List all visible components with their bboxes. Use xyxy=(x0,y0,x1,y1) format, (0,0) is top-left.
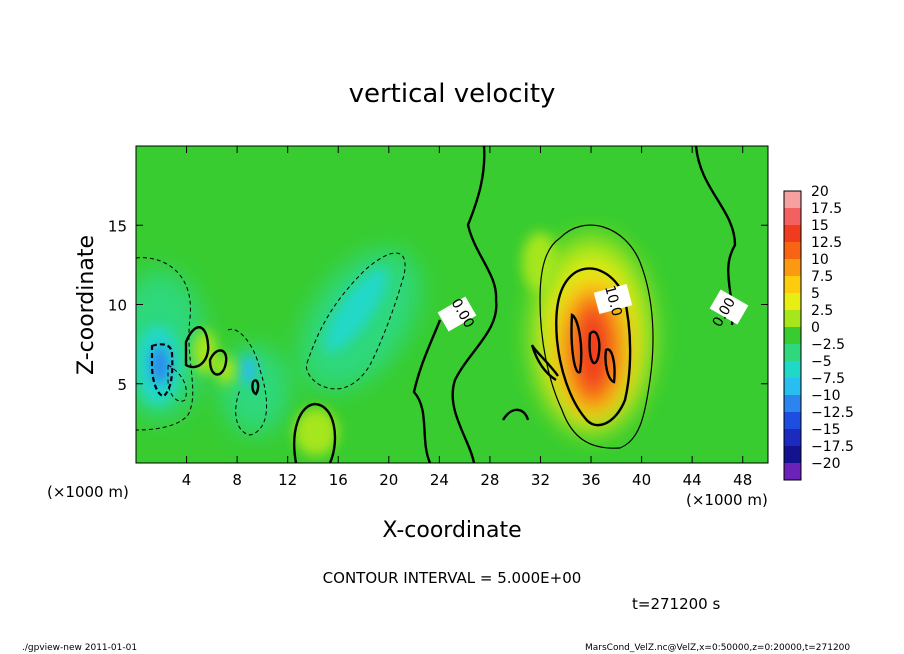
x-unit-left: (×1000 m) xyxy=(47,483,129,501)
colorbar-label: 5 xyxy=(811,286,820,302)
zero-contours xyxy=(184,146,737,463)
x-tick-label: 48 xyxy=(733,471,752,489)
colorbar-swatch xyxy=(784,344,801,361)
chart-title: vertical velocity xyxy=(349,79,556,109)
colorbar-label: 2.5 xyxy=(811,303,833,319)
colorbar-swatch xyxy=(784,463,801,480)
negative-region-core xyxy=(136,268,388,405)
y-tick-label: 10 xyxy=(108,297,127,315)
colorbar-label: 15 xyxy=(811,218,829,234)
colorbar-label: −12.5 xyxy=(811,405,854,421)
colorbar-label: 0 xyxy=(811,320,820,336)
heatmap-field: 10.0 0.00 0.00 xyxy=(136,146,768,463)
time-label: t=271200 s xyxy=(632,595,720,613)
x-tick-label: 8 xyxy=(232,471,242,489)
colorbar-label: 20 xyxy=(811,184,829,200)
colorbar-swatch xyxy=(784,276,801,293)
footer-left: ./gpview-new 2011-01-01 xyxy=(22,643,137,653)
y-axis-label: Z-coordinate xyxy=(74,235,99,375)
small-positive-blobs xyxy=(193,232,558,456)
x-tick-label: 32 xyxy=(531,471,550,489)
colorbar-swatch xyxy=(784,429,801,446)
x-axis: 4 8 12 16 20 24 28 32 36 40 44 48 xyxy=(182,146,752,489)
x-tick-label: 28 xyxy=(480,471,499,489)
x-tick-label: 16 xyxy=(329,471,348,489)
positive-5-contour xyxy=(539,224,654,449)
x-tick-label: 20 xyxy=(379,471,398,489)
colorbar-label: 17.5 xyxy=(811,201,842,217)
colorbar-swatch xyxy=(784,293,801,310)
x-tick-label: 24 xyxy=(430,471,449,489)
colorbar-label: 10 xyxy=(811,252,829,268)
colorbar-swatch xyxy=(784,446,801,463)
x-tick-label: 40 xyxy=(632,471,651,489)
x-tick-label: 12 xyxy=(278,471,297,489)
colorbar-swatch xyxy=(784,310,801,327)
colorbar-swatch xyxy=(784,259,801,276)
colorbar-swatch xyxy=(784,395,801,412)
contour-label-backgrounds xyxy=(437,283,749,332)
contour-interval: CONTOUR INTERVAL = 5.000E+00 xyxy=(323,569,582,587)
x-tick-label: 44 xyxy=(683,471,702,489)
colorbar-swatch xyxy=(784,191,801,208)
colorbar-label: −2.5 xyxy=(811,337,845,353)
colorbar-label: −15 xyxy=(811,422,841,438)
colorbar-label: −20 xyxy=(811,456,841,472)
x-axis-label: X-coordinate xyxy=(382,518,521,543)
colorbar-swatch xyxy=(784,361,801,378)
x-unit-right: (×1000 m) xyxy=(686,491,768,509)
y-axis: 5 10 15 xyxy=(108,217,768,394)
colorbar-swatch xyxy=(784,327,801,344)
contour-label-10: 10.0 xyxy=(601,284,625,318)
colorbar-label: 12.5 xyxy=(811,235,842,251)
colorbar-swatch xyxy=(784,208,801,225)
colorbar-label: 7.5 xyxy=(811,269,833,285)
colorbar-label: −10 xyxy=(811,388,841,404)
x-tick-label: 4 xyxy=(182,471,192,489)
y-tick-label: 15 xyxy=(108,217,127,235)
colorbar-frame xyxy=(783,190,802,481)
colorbar: 2017.51512.5107.552.50−2.5−5−7.5−10−12.5… xyxy=(783,184,854,481)
y-tick-label: 5 xyxy=(117,376,127,394)
colorbar-label: −7.5 xyxy=(811,371,845,387)
colorbar-swatch xyxy=(784,225,801,242)
colorbar-swatch xyxy=(784,378,801,395)
colorbar-label: −17.5 xyxy=(811,439,854,455)
x-tick-label: 36 xyxy=(581,471,600,489)
colorbar-swatch xyxy=(784,242,801,259)
footer-right: MarsCond_VelZ.nc@VelZ,x=0:50000,z=0:2000… xyxy=(585,643,850,653)
colorbar-label: −5 xyxy=(811,354,832,370)
colorbar-swatch xyxy=(784,412,801,429)
